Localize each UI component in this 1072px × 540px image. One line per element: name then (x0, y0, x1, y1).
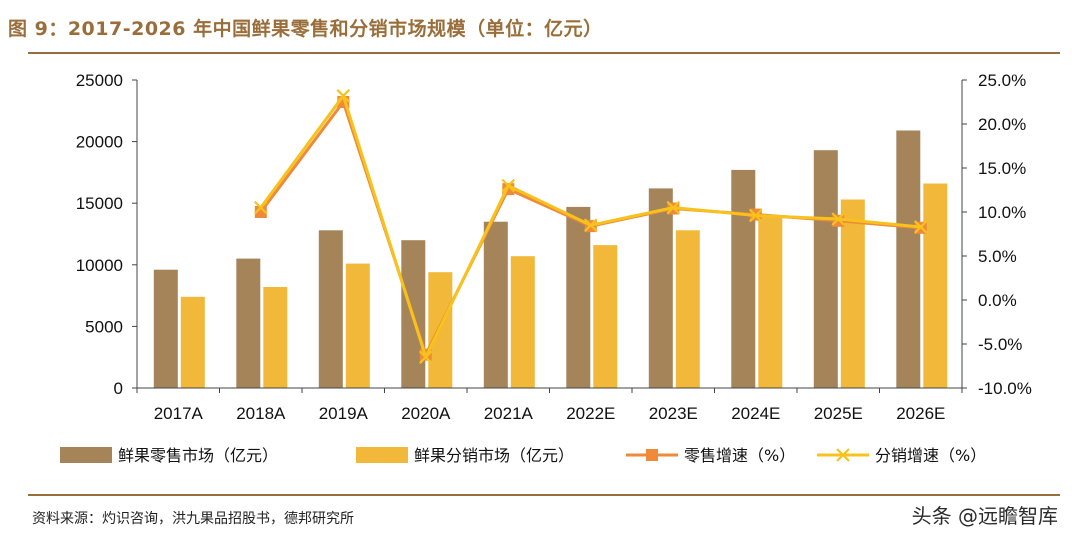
bar-distribution-2021A (510, 256, 535, 388)
x-tick-label-2025E: 2025E (814, 404, 863, 423)
y-tick-label-left: 15000 (76, 194, 123, 213)
bar-distribution-2019A (345, 263, 370, 388)
y-tick-label-right: 25.0% (978, 71, 1026, 90)
y-tick-label-right: 10.0% (978, 203, 1026, 222)
legend-label-distribution-growth: 分销增速（%） (875, 446, 986, 465)
legend-swatch-distribution-bar (356, 447, 408, 463)
watermark: 头条 @远瞻智库 (911, 504, 1058, 528)
bar-distribution-2017A (180, 296, 205, 388)
x-tick-label-2021A: 2021A (484, 404, 534, 423)
marker-retail-growth-2018A (254, 206, 267, 218)
x-tick-label-2018A: 2018A (236, 404, 286, 423)
x-tick-label-2024E: 2024E (731, 404, 780, 423)
bar-retail-2019A (318, 230, 343, 388)
bar-retail-2026E (896, 130, 921, 388)
legend-marker-retail-growth (646, 449, 658, 461)
bar-retail-2022E (566, 206, 591, 388)
source-note: 资料来源：灼识咨询，洪九果品招股书，德邦研究所 (32, 511, 354, 527)
marker-distribution-growth-2024E (748, 208, 763, 223)
marker-distribution-growth-2020A (418, 350, 433, 364)
marker-distribution-growth-2019A (336, 89, 351, 103)
title-divider (28, 52, 1060, 54)
y-tick-label-left: 20000 (76, 133, 123, 152)
legend-label-retail-growth: 零售增速（%） (684, 446, 795, 465)
y-tick-label-right: 15.0% (978, 159, 1026, 178)
legend-label-distribution-bar: 鲜果分销市场（亿元） (414, 446, 574, 465)
chart-title: 图 9：2017-2026 年中国鲜果零售和分销市场规模（单位：亿元） (8, 18, 603, 40)
y-tick-label-left: 25000 (76, 71, 123, 90)
x-tick-label-2026E: 2026E (896, 404, 945, 423)
x-tick-label-2023E: 2023E (649, 404, 698, 423)
bar-retail-2023E (648, 188, 673, 388)
footer-divider (28, 494, 1060, 496)
bar-distribution-2025E (840, 199, 865, 388)
y-tick-label-right: 20.0% (978, 115, 1026, 134)
legend-label-retail-bar: 鲜果零售市场（亿元） (118, 446, 278, 465)
y-tick-label-left: 5000 (85, 317, 123, 336)
bar-retail-2018A (236, 258, 261, 388)
x-tick-label-2020A: 2020A (401, 404, 451, 423)
y-tick-label-right: -10.0% (978, 379, 1032, 398)
marker-distribution-growth-2023E (666, 200, 681, 215)
bar-retail-2021A (483, 221, 508, 388)
x-tick-label-2017A: 2017A (154, 404, 204, 423)
bar-retail-2025E (813, 150, 838, 388)
x-tick-label-2022E: 2022E (566, 404, 615, 423)
bar-distribution-2026E (923, 183, 948, 388)
marker-distribution-growth-2022E (583, 218, 598, 232)
bar-distribution-2022E (593, 245, 618, 388)
bar-retail-2017A (153, 269, 178, 388)
y-tick-label-left: 0 (114, 379, 123, 398)
bar-distribution-2024E (758, 215, 783, 388)
y-tick-label-right: -5.0% (978, 335, 1022, 354)
bar-distribution-2018A (263, 287, 288, 388)
marker-distribution-growth-2021A (501, 178, 516, 193)
legend-swatch-retail-bar (60, 447, 112, 463)
y-tick-label-left: 10000 (76, 256, 123, 275)
marker-distribution-growth-2025E (831, 212, 846, 226)
x-tick-label-2019A: 2019A (319, 404, 369, 423)
bar-distribution-2023E (675, 230, 700, 388)
y-tick-label-right: 5.0% (978, 247, 1017, 266)
marker-distribution-growth-2018A (253, 200, 268, 215)
bar-retail-2024E (731, 169, 756, 388)
y-tick-label-right: 0.0% (978, 291, 1017, 310)
legend-marker-distribution-growth (836, 448, 850, 462)
marker-distribution-growth-2026E (913, 220, 928, 234)
